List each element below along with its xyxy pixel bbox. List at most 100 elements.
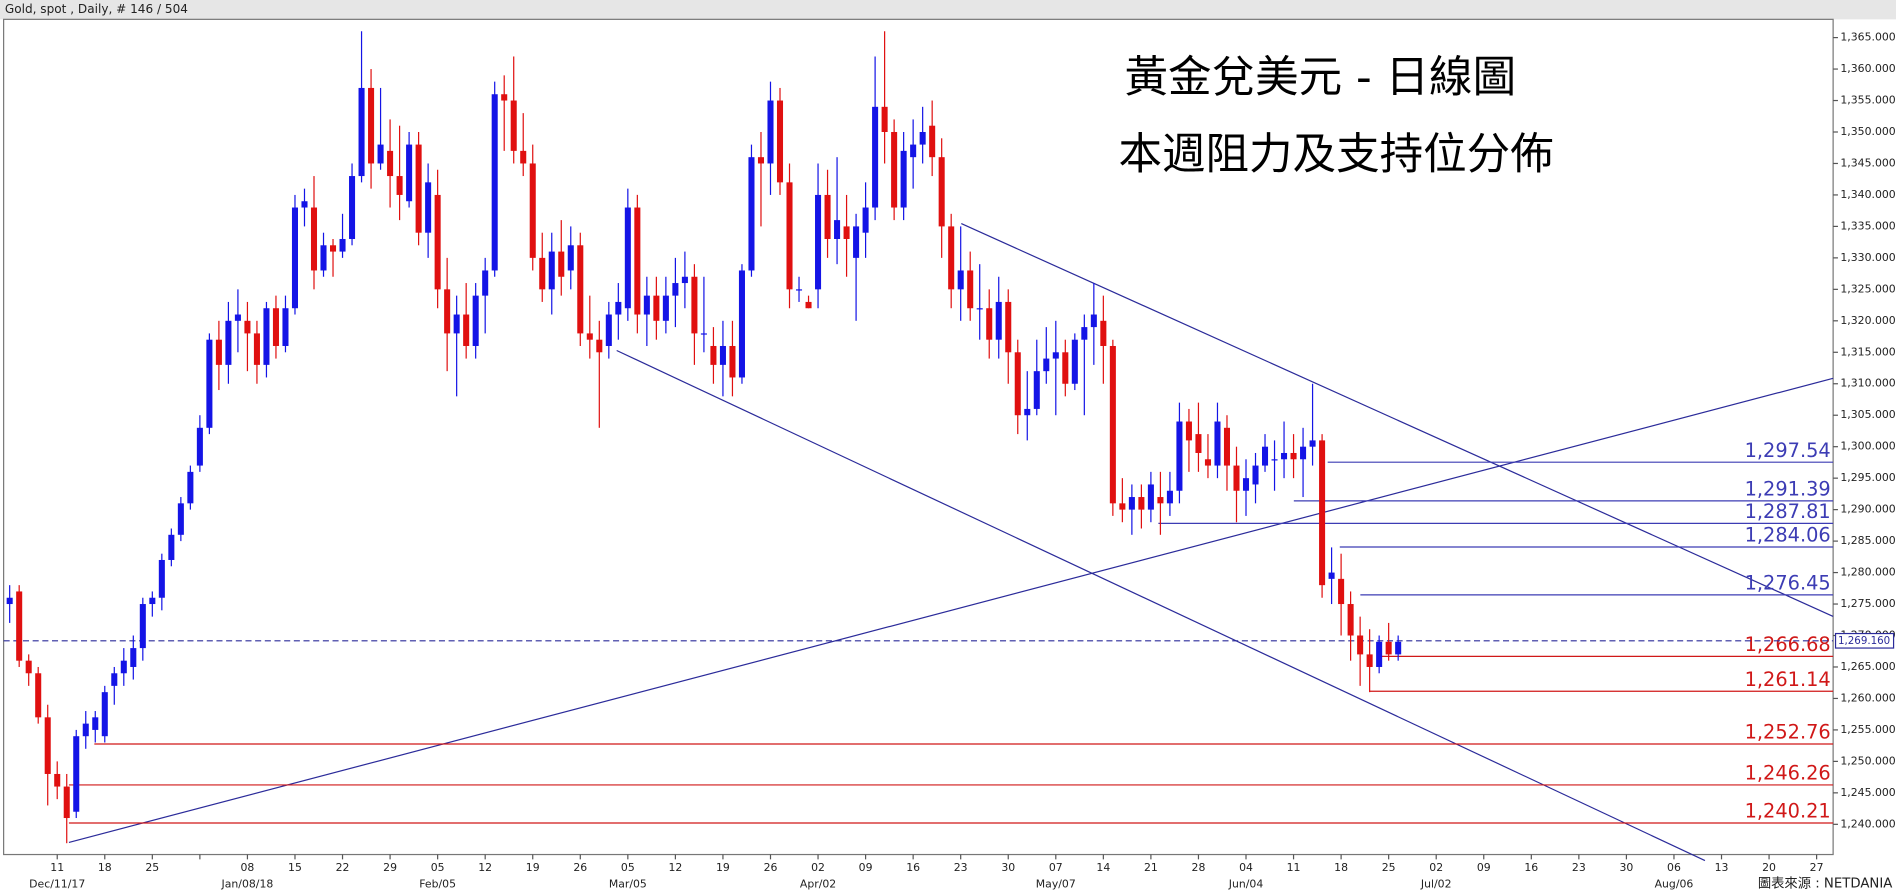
candle-body (748, 157, 755, 271)
candle-body (434, 194, 441, 290)
candle-body (1062, 352, 1069, 384)
x-tick-label: 27 (1810, 861, 1824, 874)
candle-body (853, 226, 860, 258)
candle-body (805, 301, 812, 309)
candle-body (1309, 440, 1316, 447)
y-tick-label: 1,250.000 (1840, 754, 1895, 767)
candle-body (168, 534, 175, 560)
x-tick-label: 16 (1524, 861, 1538, 874)
candle-body (729, 345, 736, 378)
candle-body (986, 308, 993, 340)
candle-body (1223, 427, 1231, 466)
header-bar (0, 0, 1896, 20)
y-tick-label: 1,240.000 (1840, 817, 1895, 830)
candle-body (881, 106, 888, 132)
candle-body (596, 339, 603, 353)
x-tick-label: 05 (621, 861, 635, 874)
candle-body (244, 320, 251, 334)
x-tick-sublabel: Jun/04 (1228, 878, 1264, 891)
candle-body (586, 333, 593, 340)
x-tick-label: 09 (1477, 861, 1491, 874)
candle-body (282, 308, 289, 346)
y-tick-label: 1,260.000 (1840, 691, 1895, 704)
candle-body (1233, 465, 1240, 491)
level-label: 1,266.68 (1745, 633, 1831, 656)
y-tick-label: 1,360.000 (1840, 62, 1895, 75)
candle-body (444, 289, 451, 334)
x-tick-label: 28 (1192, 861, 1206, 874)
y-tick-label: 1,305.000 (1840, 408, 1895, 421)
y-tick-label: 1,330.000 (1840, 251, 1895, 264)
candle-body (815, 194, 822, 290)
candle-body (919, 131, 926, 145)
candle-body (1147, 484, 1154, 510)
candle-body (35, 673, 42, 718)
x-tick-label: 26 (573, 861, 587, 874)
y-tick-label: 1,275.000 (1840, 597, 1895, 610)
plot-frame (3, 18, 1834, 856)
x-tick-sublabel: Feb/05 (419, 878, 456, 891)
header-text: Gold, spot , Daily, # 146 / 504 (5, 2, 188, 16)
candle-body (263, 308, 270, 365)
x-tick-label: 20 (1762, 861, 1776, 874)
y-tick-label: 1,335.000 (1840, 219, 1895, 232)
x-tick-label: 19 (526, 861, 540, 874)
candle-body (719, 345, 726, 365)
candle-body (862, 207, 869, 233)
candle-body (795, 289, 803, 291)
candle-body (25, 660, 32, 674)
candle-body (1204, 459, 1211, 466)
candle-body (834, 220, 841, 239)
level-label: 1,284.06 (1745, 524, 1831, 547)
candle-body (339, 238, 346, 252)
x-tick-sublabel: Dec/11/17 (29, 878, 85, 891)
y-tick-label: 1,280.000 (1840, 566, 1895, 579)
candle-body (149, 597, 156, 605)
candle-body (1033, 371, 1040, 409)
candle-body (253, 333, 260, 365)
level-label: 1,276.45 (1745, 572, 1831, 595)
candle-body (215, 339, 222, 365)
candle-body (101, 692, 108, 737)
x-tick-label: 11 (50, 861, 64, 874)
candle-body (349, 176, 356, 239)
candle-body (738, 270, 745, 378)
trend-lines (68, 223, 1834, 862)
candle-body (1366, 654, 1373, 667)
x-tick-label: 25 (145, 861, 159, 874)
candle-body (976, 308, 983, 310)
x-tick-label: 29 (383, 861, 397, 874)
candle-body (82, 723, 89, 737)
candle-body (824, 194, 831, 239)
candle-body (1119, 503, 1126, 510)
candle-body (1262, 446, 1269, 466)
candle-body (539, 257, 546, 290)
y-tick-label: 1,315.000 (1840, 345, 1895, 358)
candle-body (120, 660, 127, 674)
candle-body (406, 144, 413, 202)
candle-body (1271, 459, 1278, 461)
x-tick-label: 30 (1001, 861, 1015, 874)
candle-body (938, 157, 945, 227)
candle-body (111, 673, 118, 686)
trend-line (961, 223, 1834, 617)
candle-body (1043, 358, 1050, 372)
x-tick-label: 19 (716, 861, 730, 874)
candle-body (1081, 327, 1088, 340)
last-price-box (1834, 632, 1895, 649)
candle-body (1071, 339, 1078, 384)
candle-body (653, 295, 660, 321)
x-tick-label: 16 (906, 861, 920, 874)
candle-body (92, 717, 99, 730)
y-tick-label: 1,325.000 (1840, 282, 1895, 295)
x-tick-label: 04 (1239, 861, 1253, 874)
candle-body (776, 100, 784, 183)
trend-line (616, 349, 1706, 862)
level-label: 1,287.81 (1745, 500, 1831, 523)
candle-body (1005, 301, 1012, 353)
candle-body (910, 144, 917, 158)
candle-body (320, 245, 327, 271)
candle-body (1052, 352, 1059, 359)
